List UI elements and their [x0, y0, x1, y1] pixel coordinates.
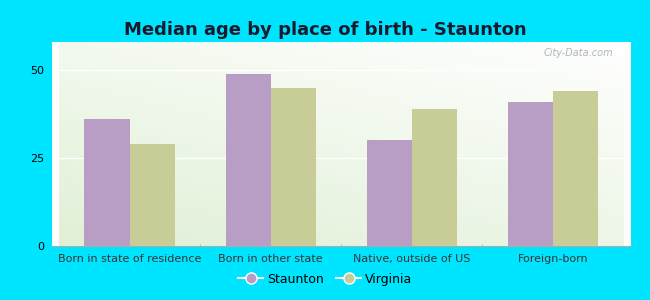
Bar	[270, 88, 316, 246]
Legend: Staunton, Virginia: Staunton, Virginia	[233, 268, 417, 291]
Bar	[129, 144, 175, 246]
Bar	[553, 91, 598, 246]
Bar	[367, 140, 412, 246]
Bar	[412, 109, 457, 246]
Bar	[226, 74, 270, 246]
Text: City-Data.com: City-Data.com	[543, 48, 613, 58]
Bar	[84, 119, 129, 246]
Text: Median age by place of birth - Staunton: Median age by place of birth - Staunton	[124, 21, 526, 39]
Bar	[508, 102, 553, 246]
